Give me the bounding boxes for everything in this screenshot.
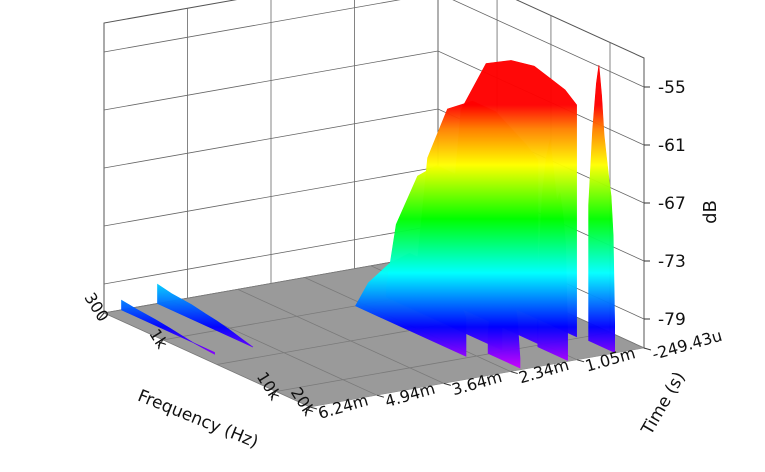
y-tick-mark [510,371,518,375]
x-tick-mark [98,312,105,320]
z-tick-label: -55 [658,78,686,98]
surface-slice-low [157,283,254,348]
z-tick-label: -79 [658,310,686,330]
y-tick-mark [576,359,585,363]
y-tick-mark [376,394,385,398]
surface-slice-peaks [537,139,568,361]
z-tick-label: -61 [658,136,686,156]
z-axis-ticks: -55 -61 -67 -73 -79 [644,78,686,330]
y-tick-mark [443,382,451,386]
y-tick-mark [309,406,318,410]
z-tick-label: -67 [658,194,686,214]
z-axis-label: dB [700,200,721,224]
surface-slice-low [121,299,215,355]
surface-slice-peaks [588,64,616,353]
y-tick-label: -249.43u [650,326,724,364]
x-tick-mark [304,406,311,414]
z-tick-label: -73 [658,252,686,272]
x-tick-mark [157,339,164,347]
surface-slice-peaks [487,232,521,369]
x-axis-label: Frequency (Hz) [135,386,261,453]
x-tick-mark [270,391,277,398]
z-gridline [103,0,645,88]
y-axis-label: Time (s) [637,369,689,440]
y-tick-mark [643,347,652,351]
surface-slice-plateau [355,252,467,357]
floor-gridline [237,288,444,384]
surfaces [121,60,616,369]
